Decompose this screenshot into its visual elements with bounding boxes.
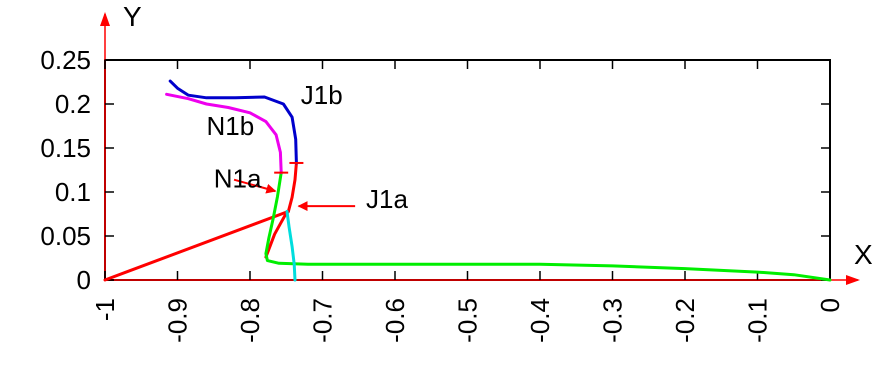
y-axis-label: Y [123,1,142,32]
x-tick-label: -0.9 [163,298,193,343]
x-tick-label: -0.8 [235,298,265,343]
y-tick-label: 0 [77,265,91,295]
series-line-5 [165,92,283,175]
annotations-group: J1b N1b N1a J1a [207,80,409,214]
series-line-0 [103,209,290,282]
annotation-label-j1b: J1b [301,80,343,110]
x-tick-label: 0 [815,298,845,312]
y-axis-arrowhead [100,12,110,26]
ticks: 0 0.05 0.1 0.15 0.2 0.25 -1 -0.9 -0.8 -0.7 -0.6 -0.… [40,45,845,343]
x-tick-label: -0.5 [453,298,483,343]
series-line-3 [285,209,297,282]
x-tick-label: -0.6 [380,298,410,343]
annotation-arrow-0 [233,178,277,194]
x-axis-arrowhead [846,275,860,285]
y-tick-label: 0.1 [55,177,91,207]
y-tick-label: 0.25 [40,45,91,75]
x-axis-label: X [854,239,873,270]
marks-group [274,161,304,174]
series-line-4 [168,79,298,165]
axes: YX [100,1,873,285]
y-tick-label: 0.05 [40,221,91,251]
x-tick-label: -0.1 [743,298,773,343]
series-line-2 [264,171,832,282]
x-tick-label: -1 [90,298,120,321]
x-tick-label: -0.3 [598,298,628,343]
x-tick-label: -0.2 [670,298,700,343]
x-tick-label: -0.4 [525,298,555,343]
series-group [103,79,832,282]
annotation-label-j1a: J1a [366,184,408,214]
x-tick-label: -0.7 [308,298,338,343]
annotation-label-n1b: N1b [207,111,255,141]
y-tick-label: 0.2 [55,89,91,119]
y-tick-label: 0.15 [40,133,91,163]
annotation-label-n1a: N1a [214,164,262,194]
series-line-1 [264,161,298,259]
